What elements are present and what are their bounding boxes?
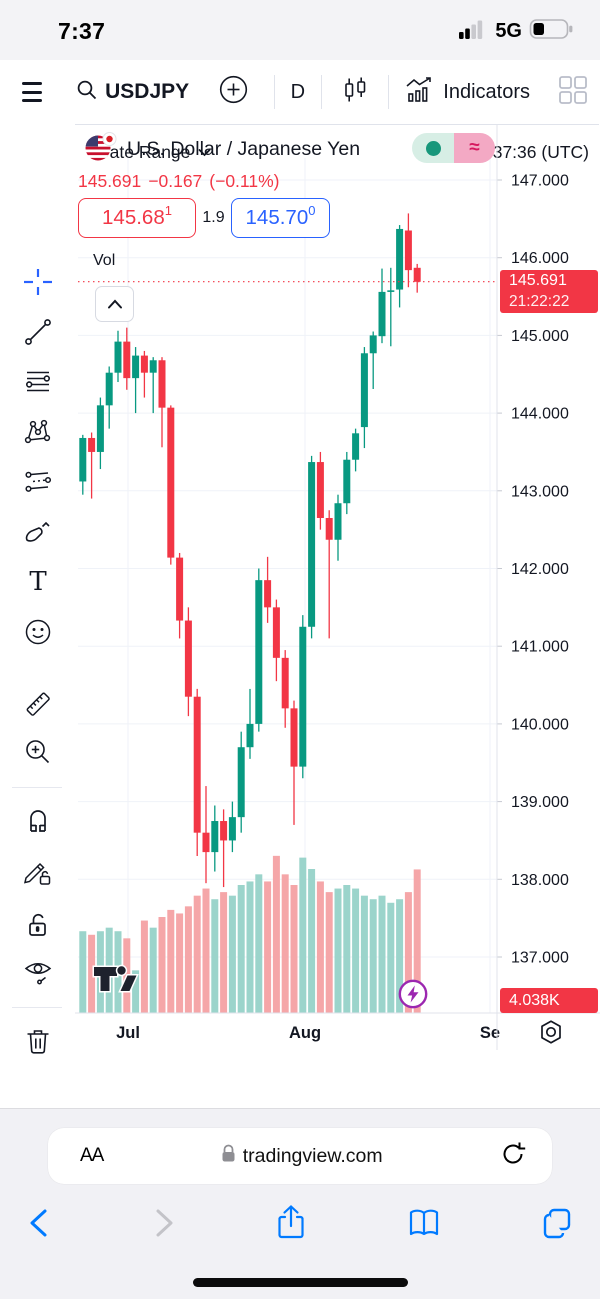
- url-text: tradingview.com: [242, 1144, 383, 1167]
- reader-options-button[interactable]: AA: [80, 1145, 104, 1166]
- bid-sup-digit: 1: [164, 203, 172, 218]
- spread-value: 1.9: [202, 209, 225, 226]
- indicators-button[interactable]: Indicators: [404, 75, 530, 110]
- symbol-header[interactable]: U.S. Dollar / Japanese Yen: [85, 132, 360, 167]
- safari-bottom-bar: AA tradingview.com: [0, 1108, 600, 1299]
- forward-button[interactable]: [151, 1206, 177, 1245]
- drawing-edit-lock-icon[interactable]: [23, 858, 53, 888]
- tabs-icon[interactable]: [540, 1206, 574, 1245]
- svg-text:138.000: 138.000: [511, 872, 569, 889]
- svg-text:139.000: 139.000: [511, 794, 569, 811]
- chevron-down-icon: [199, 149, 211, 157]
- tradingview-logo: [91, 960, 141, 1003]
- home-indicator[interactable]: [193, 1278, 408, 1287]
- market-open-dot-icon: [412, 133, 454, 163]
- battery-icon: [529, 17, 574, 46]
- svg-text:145.000: 145.000: [511, 328, 569, 345]
- bookmarks-icon[interactable]: [406, 1207, 442, 1244]
- buy-button[interactable]: 145.70 0: [231, 198, 330, 238]
- svg-text:T: T: [29, 567, 47, 596]
- chart-style-button[interactable]: [340, 75, 370, 110]
- change-pct-text: (−0.11%): [209, 171, 280, 191]
- svg-text:144.000: 144.000: [511, 406, 569, 423]
- remove-drawings-icon[interactable]: [23, 1027, 53, 1057]
- price-change-row: 145.691 −0.167 (−0.11%): [78, 171, 279, 192]
- menu-button[interactable]: [22, 82, 43, 102]
- sell-button[interactable]: 145.68 1: [78, 198, 196, 238]
- last-price-axis-label: 145.691 21:22:22: [500, 270, 598, 313]
- market-status-toggle[interactable]: ≈: [412, 133, 495, 163]
- indicators-icon: [404, 75, 434, 110]
- text-tool-icon[interactable]: T: [23, 566, 53, 597]
- svg-text:137.000: 137.000: [511, 950, 569, 967]
- compare-add-button[interactable]: [219, 75, 248, 109]
- utc-clock[interactable]: 23:37:36 (UTC): [468, 142, 589, 162]
- ios-status-bar: 7:37 5G: [0, 0, 600, 60]
- svg-text:142.000: 142.000: [511, 561, 569, 578]
- tls-lock-icon: [221, 1144, 236, 1168]
- tradingview-toolbar: USDJPY D Indicators: [0, 60, 600, 125]
- address-bar[interactable]: AA tradingview.com: [48, 1128, 552, 1184]
- measure-icon[interactable]: [23, 689, 53, 719]
- lock-all-drawings-icon[interactable]: [23, 910, 53, 940]
- layout-grid-button[interactable]: [558, 75, 600, 110]
- instant-trading-button[interactable]: [397, 978, 429, 1015]
- axis-label-countdown: 21:22:22: [509, 293, 570, 310]
- chart-footer: Date Range 23:37:36 (UTC): [75, 124, 599, 180]
- ask-price: 145.70: [245, 206, 309, 229]
- svg-text:Se: Se: [480, 1024, 500, 1042]
- parallel-channel-icon[interactable]: [23, 467, 53, 497]
- usdjpy-flag-icon: [85, 132, 117, 167]
- magnet-icon[interactable]: [23, 806, 53, 836]
- svg-text:147.000: 147.000: [511, 173, 569, 190]
- axis-label-price: 145.691: [509, 272, 567, 289]
- crosshair-icon[interactable]: [23, 267, 53, 297]
- symbol-title: U.S. Dollar / Japanese Yen: [127, 138, 361, 160]
- axis-settings-gear-icon[interactable]: [537, 1018, 565, 1051]
- status-time: 7:37: [58, 18, 106, 44]
- hide-all-drawings-icon[interactable]: [23, 957, 53, 987]
- emoji-icon[interactable]: [23, 617, 53, 647]
- approx-icon: ≈: [454, 133, 495, 163]
- last-price-text: 145.691: [78, 171, 142, 191]
- safari-nav-row: [0, 1197, 600, 1253]
- share-icon[interactable]: [275, 1204, 307, 1247]
- zoom-in-icon[interactable]: [23, 737, 53, 767]
- change-text: −0.167: [148, 171, 203, 191]
- drawing-tools-sidebar: T: [0, 124, 76, 1183]
- horizontal-lines-icon[interactable]: [23, 367, 53, 397]
- volume-study-label[interactable]: Vol: [93, 252, 116, 269]
- price-chart[interactable]: 147.000 146.000 145.000 144.000 143.000 142.0…: [75, 124, 600, 1050]
- svg-text:141.000: 141.000: [511, 639, 569, 656]
- date-range-button[interactable]: Date Range: [97, 142, 211, 163]
- cellular-signal-icon: [459, 19, 488, 45]
- date-range-label: Date Range: [97, 142, 191, 162]
- collapse-panel-button[interactable]: [95, 286, 134, 322]
- chart-region: 147.000 146.000 145.000 144.000 143.000 142.0…: [75, 124, 600, 1108]
- interval-button[interactable]: D: [290, 80, 306, 103]
- symbol-label: USDJPY: [105, 80, 190, 103]
- back-button[interactable]: [26, 1206, 52, 1245]
- svg-text:143.000: 143.000: [511, 483, 569, 500]
- bid-ask-row: 145.68 1 1.9 145.70 0: [78, 198, 330, 238]
- svg-text:140.000: 140.000: [511, 716, 569, 733]
- svg-text:146.000: 146.000: [511, 250, 569, 267]
- ask-sup-digit: 0: [308, 203, 316, 218]
- bid-price: 145.68: [102, 206, 165, 229]
- last-volume-axis-label: 4.038K: [500, 988, 598, 1013]
- search-icon: [76, 79, 98, 106]
- xabcd-pattern-icon[interactable]: [23, 417, 53, 447]
- reload-icon[interactable]: [500, 1141, 526, 1172]
- svg-text:Aug: Aug: [289, 1024, 321, 1042]
- network-type-label: 5G: [495, 20, 522, 42]
- trend-line-icon[interactable]: [23, 317, 53, 347]
- brush-icon[interactable]: [23, 517, 53, 547]
- svg-text:Jul: Jul: [116, 1024, 140, 1042]
- symbol-search-button[interactable]: USDJPY: [76, 79, 189, 106]
